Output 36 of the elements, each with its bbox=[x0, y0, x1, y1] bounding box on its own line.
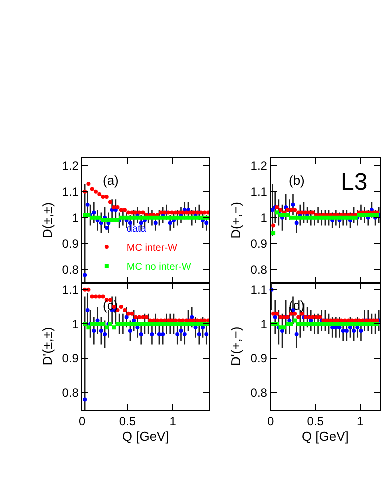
y-axis-title: D'(±,±) bbox=[40, 327, 56, 366]
y-axis-title: D(±,±) bbox=[40, 202, 56, 238]
y-axis-title: D'(+,−) bbox=[228, 326, 244, 366]
y-tick-label: 0.9 bbox=[62, 237, 80, 252]
x-tick-label: 1 bbox=[356, 414, 364, 428]
y-tick-label: 0.8 bbox=[250, 263, 268, 278]
x-tick-label: 1 bbox=[170, 414, 177, 428]
x-tick-label: 0 bbox=[79, 414, 86, 428]
x-tick-label: 0.5 bbox=[307, 414, 324, 428]
annotation: L3 bbox=[341, 169, 368, 196]
series-label: data bbox=[126, 224, 147, 235]
y-tick-label: 1.2 bbox=[62, 159, 80, 174]
legend-label: MC inter-W bbox=[126, 242, 178, 254]
annotation: (a) bbox=[103, 173, 119, 188]
y-tick-label: 1.2 bbox=[250, 159, 268, 174]
x-axis-title: Q [GeV] bbox=[122, 429, 170, 444]
y-tick-label: 1 bbox=[260, 211, 268, 226]
y-tick-label: 0.8 bbox=[62, 263, 80, 278]
legend-label: MC no inter-W bbox=[126, 262, 192, 273]
x-axis-title: Q [GeV] bbox=[302, 429, 349, 444]
y-tick-label: 1.1 bbox=[62, 185, 80, 200]
y-tick-label: 0.9 bbox=[250, 352, 268, 366]
y-axis-title: D(+,−) bbox=[228, 202, 244, 239]
y-tick-label: 0.8 bbox=[62, 386, 80, 400]
y-tick-label: 1 bbox=[72, 317, 80, 332]
y-tick-label: 1.1 bbox=[250, 185, 268, 200]
x-tick-label: 0 bbox=[268, 414, 275, 428]
y-tick-label: 1 bbox=[72, 211, 80, 226]
annotation: (b) bbox=[289, 173, 305, 188]
y-tick-label: 1.1 bbox=[250, 283, 268, 298]
y-tick-label: 1 bbox=[260, 317, 268, 332]
y-tick-label: 0.9 bbox=[62, 352, 80, 366]
x-tick-label: 0.5 bbox=[119, 414, 136, 428]
y-tick-label: 0.8 bbox=[250, 386, 268, 400]
y-tick-label: 0.9 bbox=[250, 237, 268, 252]
y-tick-label: 1.1 bbox=[62, 283, 80, 298]
